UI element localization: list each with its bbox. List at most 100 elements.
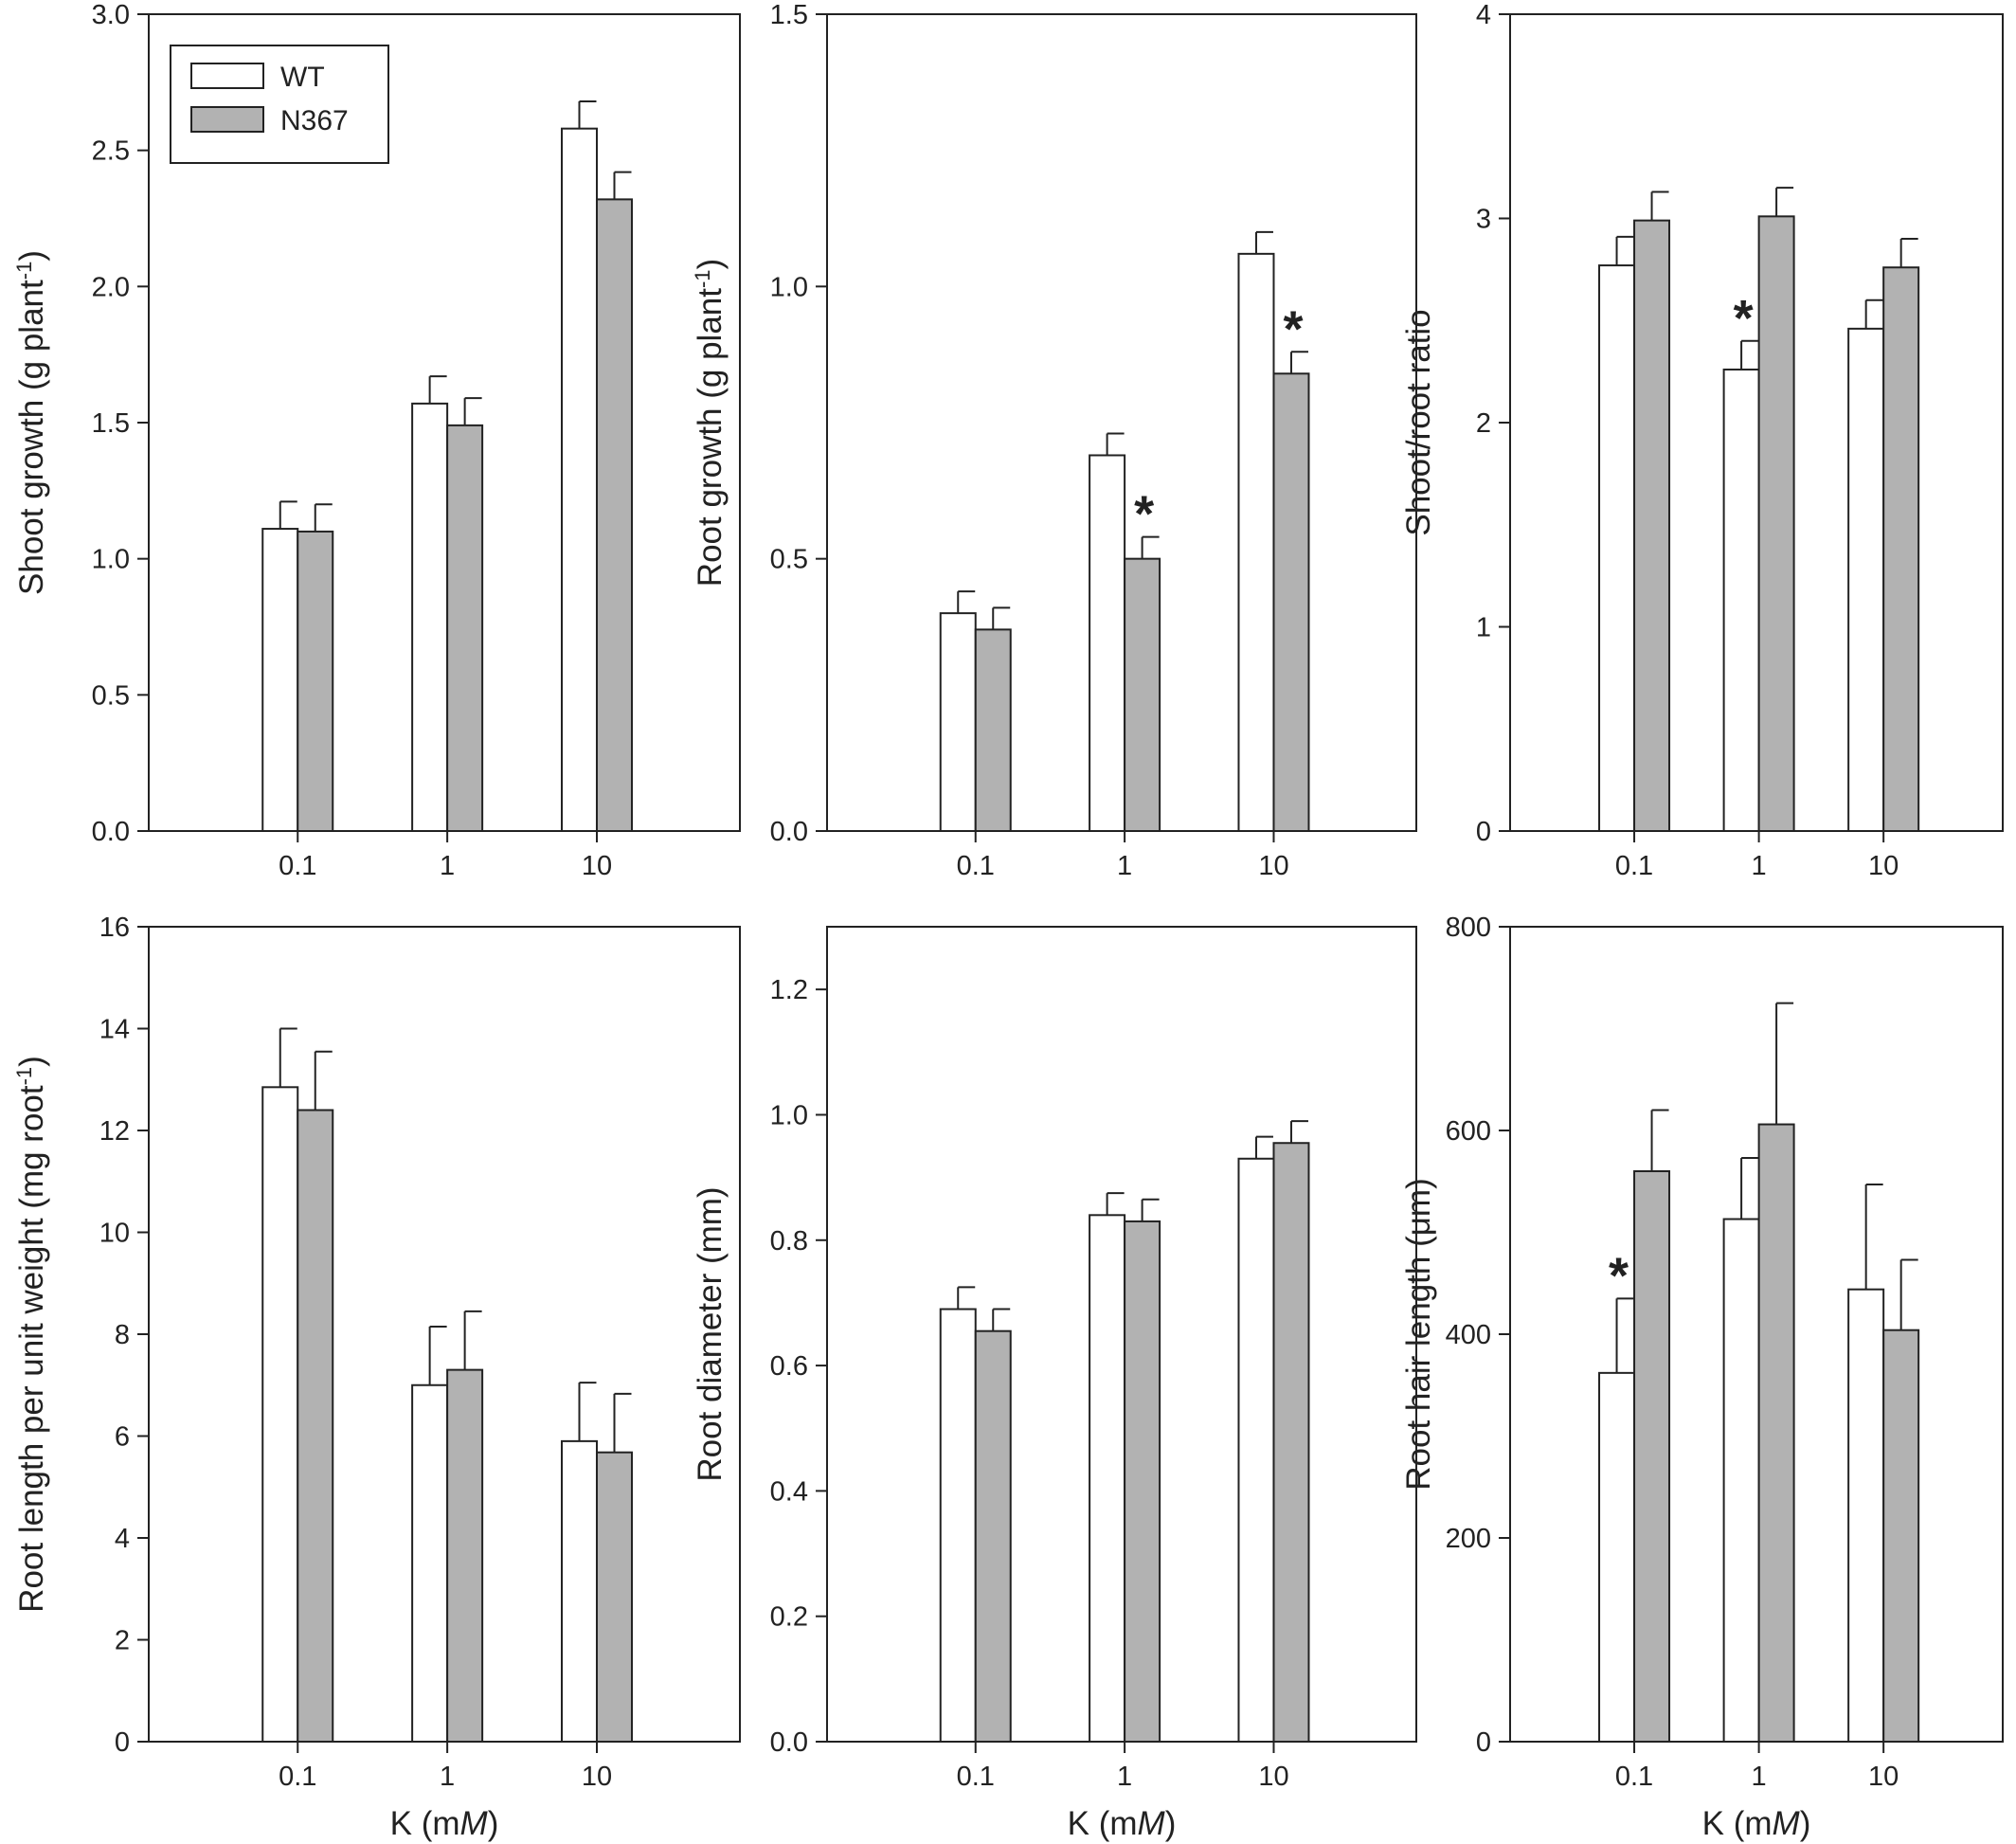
x-tick-label: 1 xyxy=(1117,1762,1132,1792)
bar-wt-10 xyxy=(1847,1288,1885,1743)
legend: WT N367 xyxy=(170,45,389,164)
y-tick-label: 10 xyxy=(99,1219,130,1249)
x-tick-label: 1 xyxy=(1117,851,1132,881)
bar-n367-1 xyxy=(446,1368,484,1743)
bar-n367-1 xyxy=(1124,557,1161,833)
chart-panel-3: 0 1 2 3 4 0.1 1 10 * Shoot/root ratio xyxy=(1400,0,2004,881)
bar-n367-1 xyxy=(1124,1220,1161,1743)
y-tick-label: 1.0 xyxy=(770,272,808,302)
y-tick-label: 14 xyxy=(99,1015,130,1045)
y-tick-label: 4 xyxy=(1476,0,1491,30)
bar-wt-1 xyxy=(411,402,449,832)
y-tick-label: 0 xyxy=(1476,817,1491,847)
y-tick-label: 0.6 xyxy=(770,1351,808,1382)
bar-wt-1 xyxy=(1089,1214,1126,1744)
bar-wt-0.1 xyxy=(939,1308,977,1743)
y-tick-label: 1.0 xyxy=(770,1100,808,1130)
y-tick-label: 2 xyxy=(1476,408,1491,439)
bar-n367-10 xyxy=(1272,372,1310,832)
x-tick-label: 10 xyxy=(1258,851,1288,881)
bar-wt-10 xyxy=(1237,252,1275,832)
bar-n367-1 xyxy=(1757,215,1795,833)
y-tick-label: 1.2 xyxy=(770,975,808,1005)
y-tick-label: 0.0 xyxy=(770,1727,808,1758)
significance-star: * xyxy=(1609,1247,1629,1304)
y-tick-label: 400 xyxy=(1446,1320,1491,1350)
y-tick-label: 0.0 xyxy=(770,817,808,847)
x-tick-label: 1 xyxy=(440,851,455,881)
bar-wt-10 xyxy=(1847,327,1885,832)
significance-star: * xyxy=(1283,300,1303,357)
y-tick-label: 0 xyxy=(1476,1727,1491,1758)
y-tick-label: 1 xyxy=(1476,613,1491,643)
chart-panel-2: 0.0 0.5 1.0 1.5 0.1 1 10 * * Root growth (g plant… xyxy=(691,0,1417,881)
y-tick-label: 0.5 xyxy=(770,545,808,575)
bar-wt-10 xyxy=(560,127,598,832)
x-tick-label: 0.1 xyxy=(957,1762,995,1792)
x-axis-title: K (mM) xyxy=(1702,1805,1811,1842)
legend-label-wt: WT xyxy=(280,62,325,93)
y-tick-label: 0.5 xyxy=(92,680,130,711)
y-tick-label: 2 xyxy=(115,1626,130,1656)
x-tick-label: 1 xyxy=(1752,1762,1767,1792)
legend-label-n367: N367 xyxy=(280,105,349,136)
x-tick-label: 10 xyxy=(582,1762,612,1792)
y-tick-label: 0.0 xyxy=(92,817,130,847)
legend-swatch-wt xyxy=(190,63,264,89)
y-axis-title: Shoot growth (g plant-1) xyxy=(12,250,51,595)
bar-n367-10 xyxy=(1882,266,1920,833)
bar-wt-0.1 xyxy=(1598,1371,1636,1743)
bar-wt-10 xyxy=(560,1439,598,1743)
x-tick-label: 10 xyxy=(1258,1762,1288,1792)
y-tick-label: 8 xyxy=(115,1320,130,1350)
x-tick-label: 0.1 xyxy=(1615,851,1653,881)
y-axis-title: Root diameter (mm) xyxy=(692,1186,729,1481)
bar-n367-0.1 xyxy=(1633,1170,1671,1743)
y-tick-label: 6 xyxy=(115,1422,130,1453)
y-tick-label: 200 xyxy=(1446,1524,1491,1554)
x-tick-label: 1 xyxy=(1752,851,1767,881)
y-axis-title: Shoot/root ratio xyxy=(1400,309,1437,535)
y-axis-title: Root hair length (μm) xyxy=(1400,1178,1437,1490)
bar-n367-0.1 xyxy=(974,1329,1012,1743)
y-axis-title: Root length per unit weight (mg root-1) xyxy=(12,1056,51,1613)
chart-panel-5: 0.0 0.2 0.4 0.6 0.8 1.0 1.2 0.1 1 10 Root diameter… xyxy=(692,926,1417,1842)
bar-n367-10 xyxy=(1882,1329,1920,1743)
y-axis-title: Root growth (g plant-1) xyxy=(691,259,729,587)
y-tick-label: 16 xyxy=(99,913,130,943)
significance-star: * xyxy=(1134,486,1154,543)
y-tick-label: 800 xyxy=(1446,913,1491,943)
bar-n367-10 xyxy=(595,198,633,833)
y-tick-label: 0 xyxy=(115,1727,130,1758)
x-tick-label: 0.1 xyxy=(279,1762,316,1792)
y-tick-label: 0.4 xyxy=(770,1476,808,1507)
x-tick-label: 10 xyxy=(1868,851,1899,881)
legend-swatch-n367 xyxy=(190,106,264,133)
bar-n367-0.1 xyxy=(297,1109,334,1743)
bar-wt-1 xyxy=(1722,368,1760,832)
bar-n367-10 xyxy=(595,1451,633,1743)
y-tick-label: 12 xyxy=(99,1116,130,1147)
significance-star: * xyxy=(1734,290,1754,347)
y-tick-label: 3 xyxy=(1476,205,1491,235)
bar-wt-1 xyxy=(1722,1218,1760,1743)
y-tick-label: 1.0 xyxy=(92,545,130,575)
bar-n367-10 xyxy=(1272,1142,1310,1743)
chart-panel-4: 0 2 4 6 8 10 12 14 16 0.1 1 10 Root length per unit … xyxy=(12,913,741,1842)
y-tick-label: 4 xyxy=(115,1524,130,1554)
y-tick-label: 600 xyxy=(1446,1116,1491,1147)
bar-n367-0.1 xyxy=(974,628,1012,833)
bar-n367-1 xyxy=(1757,1123,1795,1744)
bar-wt-0.1 xyxy=(939,612,977,833)
y-tick-label: 3.0 xyxy=(92,0,130,30)
bar-wt-0.1 xyxy=(261,528,299,832)
x-tick-label: 10 xyxy=(582,851,612,881)
y-tick-label: 1.5 xyxy=(92,408,130,439)
bar-wt-1 xyxy=(411,1383,449,1743)
y-tick-label: 2.0 xyxy=(92,272,130,302)
bar-n367-1 xyxy=(446,424,484,832)
y-tick-label: 0.2 xyxy=(770,1602,808,1633)
y-tick-label: 1.5 xyxy=(770,0,808,30)
x-tick-label: 0.1 xyxy=(279,851,316,881)
